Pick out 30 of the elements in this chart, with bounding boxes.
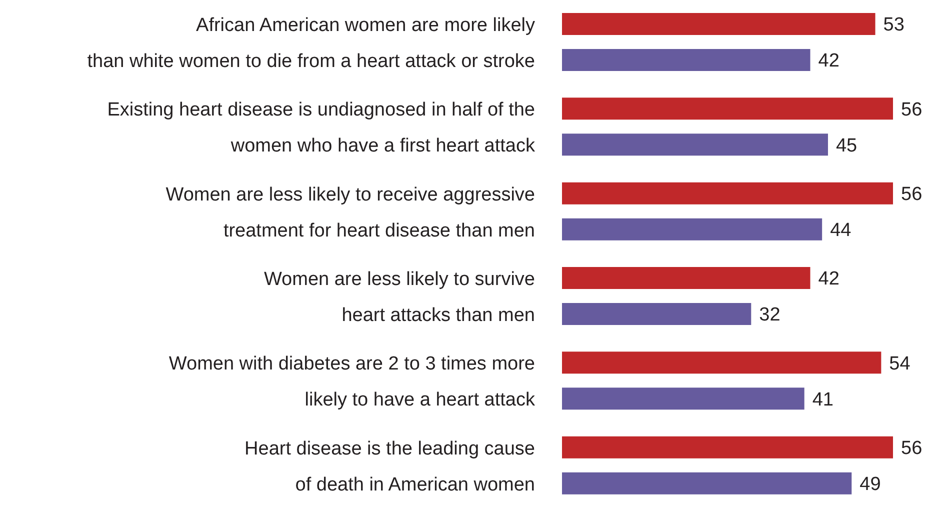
data-label: 42	[818, 50, 840, 72]
bar	[562, 352, 882, 374]
bar	[562, 134, 828, 156]
y-tick-label: Women are less likely to receive aggressive treatment for heart disease than men	[166, 184, 535, 242]
bar	[562, 182, 893, 204]
bar	[562, 98, 893, 120]
bar	[562, 49, 810, 71]
bar	[562, 472, 852, 494]
data-label: 45	[836, 135, 858, 156]
data-label: 42	[818, 268, 840, 290]
bar	[562, 436, 893, 458]
data-label: 49	[860, 474, 881, 496]
data-label: 44	[830, 220, 852, 242]
data-label: 56	[901, 184, 922, 206]
data-label: 56	[901, 99, 922, 120]
data-label: 54	[889, 353, 911, 374]
data-label: 56	[901, 438, 922, 460]
bar	[562, 388, 804, 410]
y-tick-label: Women with diabetes are 2 to 3 times more likely to have a heart attack	[168, 354, 536, 411]
y-tick-label: African American women are more likely than white women to die from a heart attack or stroke	[87, 14, 536, 72]
data-label: 53	[883, 14, 904, 36]
y-tick-label: Women are less likely to survive heart attacks than men	[264, 268, 535, 326]
y-tick-label: Existing heart disease is undiagnosed in half of the women who have a first heart attack	[107, 100, 536, 157]
bar	[562, 303, 752, 325]
data-label: 32	[759, 304, 780, 326]
bar	[562, 13, 876, 35]
bar	[562, 218, 822, 240]
data-label: 41	[812, 389, 834, 410]
bar	[562, 267, 810, 289]
y-tick-label: Heart disease is the leading cause of death in American women	[244, 438, 535, 496]
